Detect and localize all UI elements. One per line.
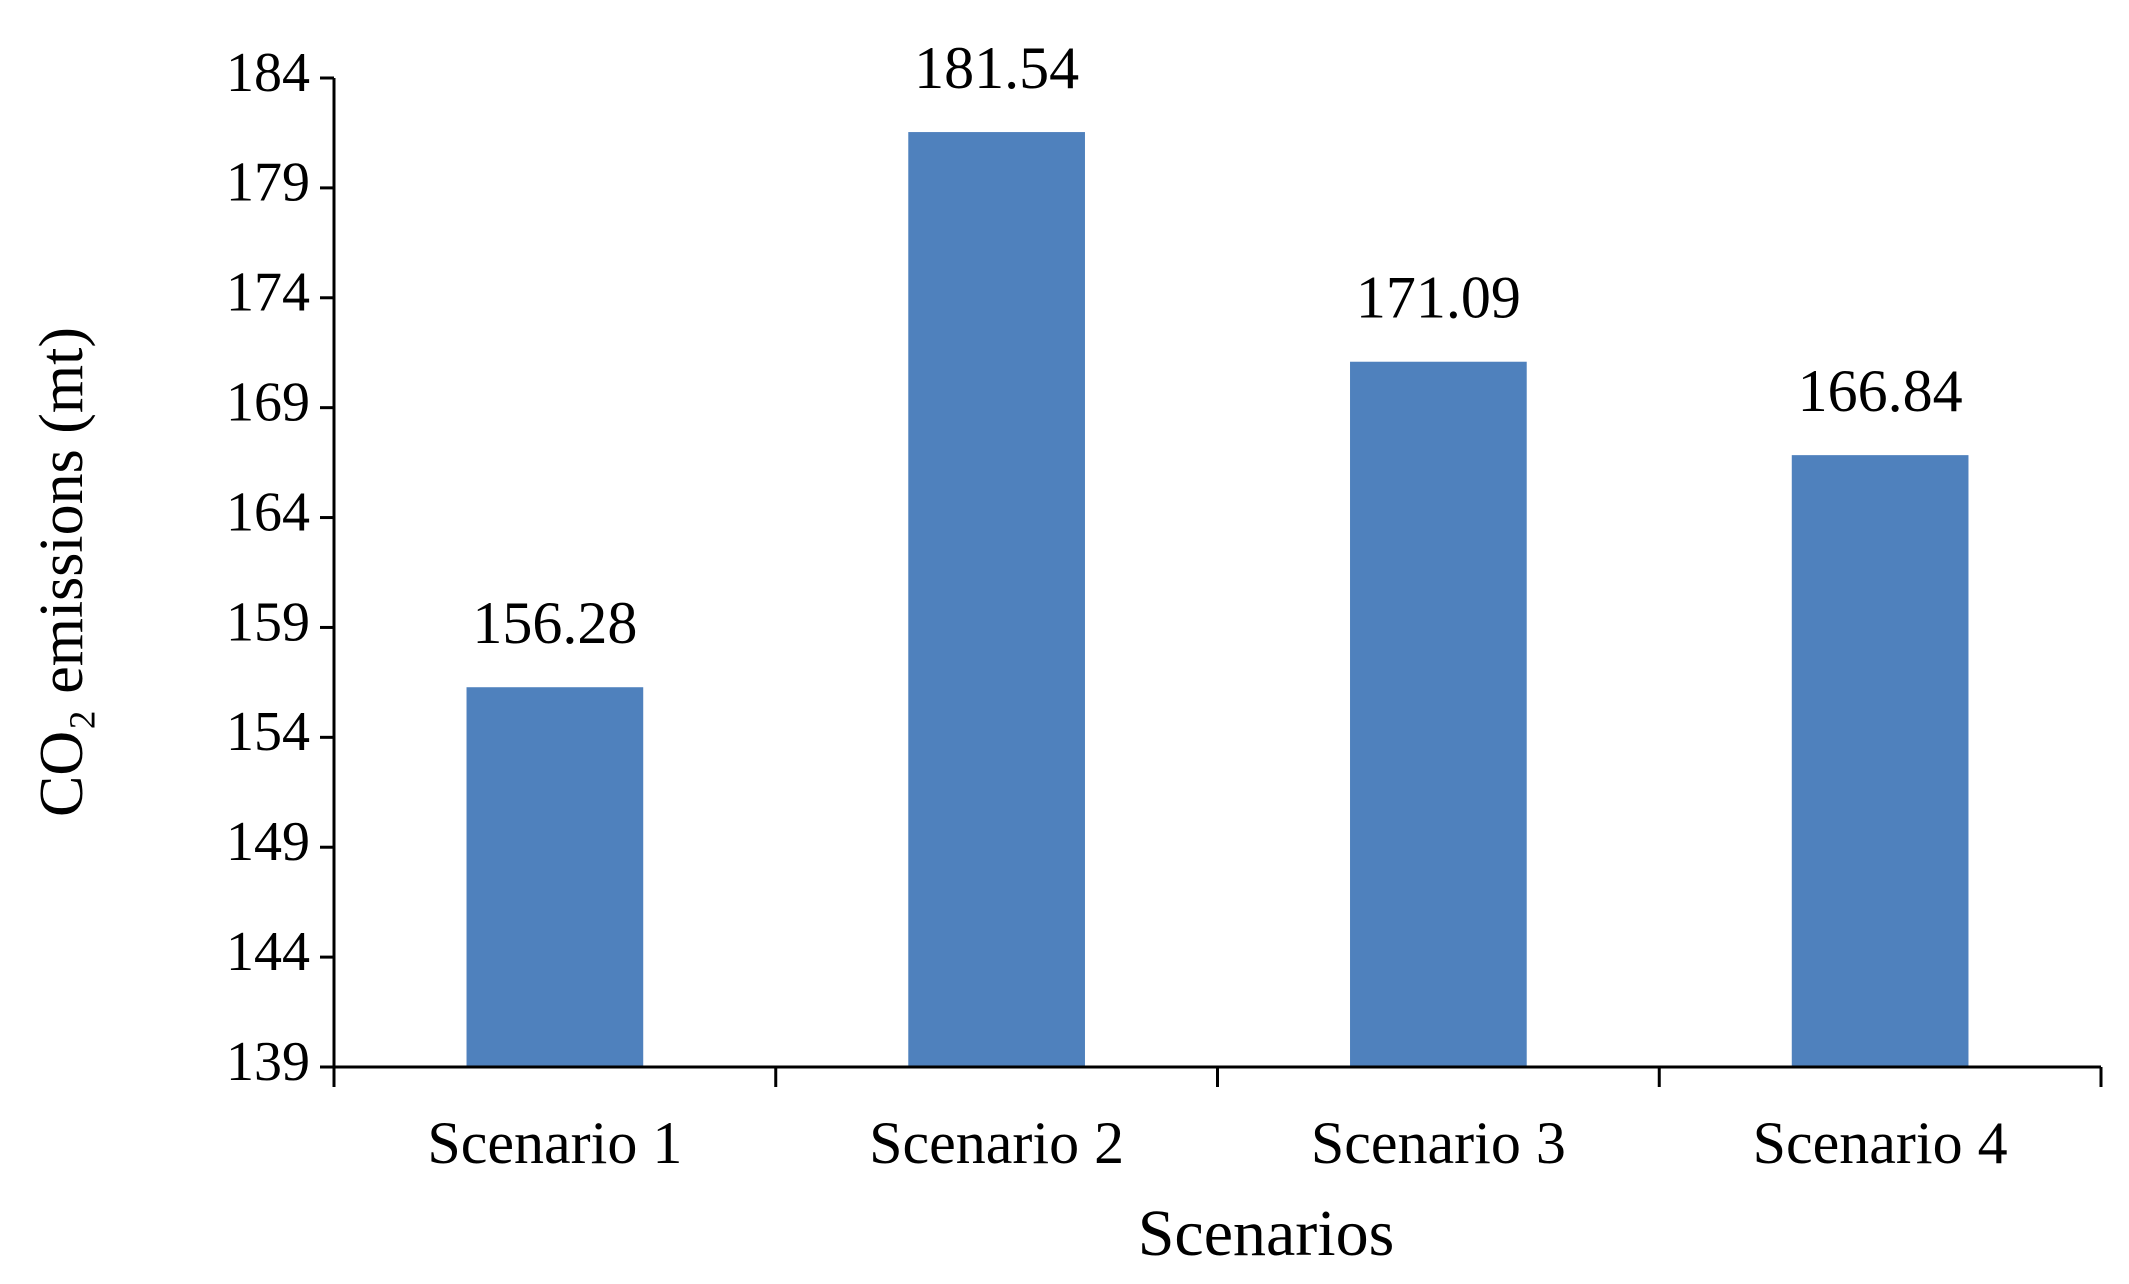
x-tick-label: Scenario 3 — [1311, 1110, 1566, 1176]
bar — [908, 132, 1085, 1068]
y-tick-label: 179 — [226, 152, 310, 214]
x-tick-label: Scenario 1 — [427, 1110, 682, 1176]
x-axis-label: Scenarios — [1138, 1197, 1395, 1270]
y-tick-label: 174 — [226, 262, 310, 324]
y-tick-label: 184 — [226, 42, 310, 104]
y-tick-label: 149 — [226, 811, 310, 873]
x-tick-label: Scenario 4 — [1753, 1110, 2008, 1176]
data-label: 181.54 — [914, 35, 1079, 101]
y-tick-label: 139 — [226, 1031, 310, 1093]
bar — [1791, 455, 1969, 1067]
y-tick-label: 164 — [226, 481, 310, 543]
data-label: 166.84 — [1798, 358, 1963, 424]
data-label: 171.09 — [1356, 264, 1521, 330]
data-label: 156.28 — [472, 590, 637, 656]
bar — [1350, 361, 1527, 1067]
y-tick-label: 144 — [226, 921, 310, 983]
y-tick-label: 154 — [226, 701, 310, 763]
y-axis-label: CO₂ emissions (mt) — [28, 327, 96, 817]
bar — [466, 687, 644, 1067]
y-tick-label: 159 — [226, 591, 310, 653]
x-tick-label: Scenario 2 — [869, 1110, 1124, 1176]
y-tick-label: 169 — [226, 372, 310, 434]
